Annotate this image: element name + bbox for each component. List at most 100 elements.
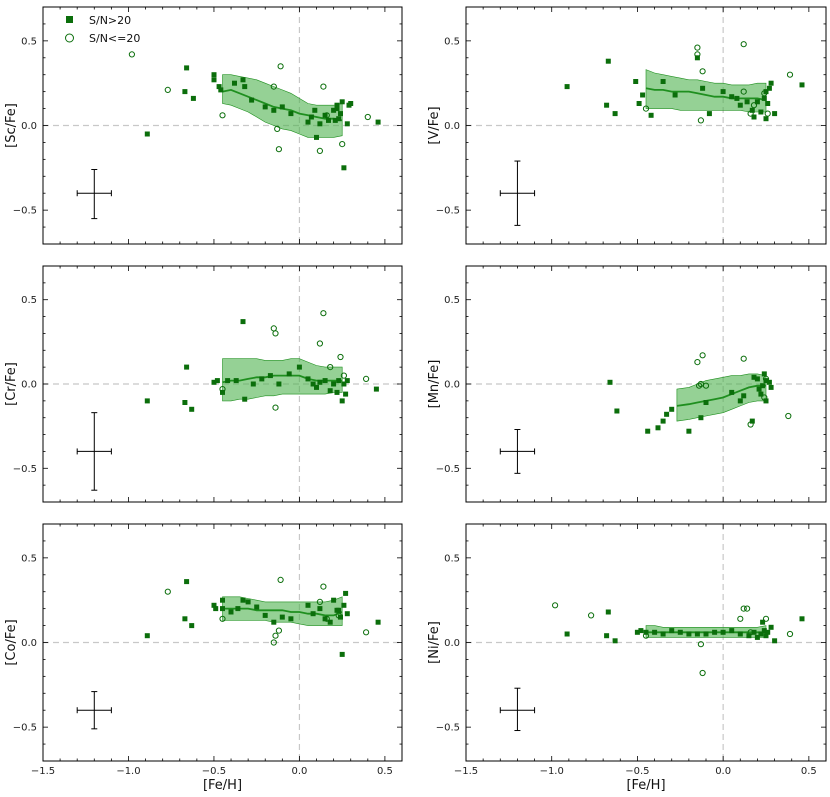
data-point-high-sn <box>184 364 190 370</box>
data-point-high-sn <box>604 102 610 108</box>
data-point-high-sn <box>669 406 675 412</box>
data-point-high-sn <box>271 619 277 625</box>
data-point-high-sn <box>327 619 333 625</box>
data-point-high-sn <box>766 379 772 385</box>
y-axis-label: [Sc/Fe] <box>4 103 19 148</box>
data-point-high-sn <box>343 590 349 596</box>
y-tick-label: 0.5 <box>444 36 460 47</box>
data-point-low-sn <box>337 353 344 361</box>
data-point-high-sn <box>772 111 778 117</box>
data-point-high-sn <box>211 77 217 83</box>
panel-nife: −0.5 0.0 0.5 −1.5 −1.0 −0.5 0.0 0.5 [Fe/H] [Ni/Fe… <box>427 523 827 793</box>
data-point-high-sn <box>312 107 318 113</box>
x-tick-label: −1.5 <box>31 766 55 777</box>
legend-marker-high-sn <box>66 16 73 23</box>
data-point-high-sn <box>331 107 337 113</box>
data-point-high-sn <box>341 165 347 171</box>
data-point-high-sn <box>249 97 255 103</box>
data-point-high-sn <box>339 651 345 657</box>
data-point-high-sn <box>322 378 328 384</box>
data-point-high-sn <box>305 376 311 382</box>
data-point-high-sn <box>334 102 340 108</box>
data-point-high-sn <box>634 629 640 635</box>
data-point-high-sn <box>336 607 342 613</box>
data-point-high-sn <box>341 381 347 387</box>
data-point-low-sn <box>747 421 754 428</box>
data-point-high-sn <box>660 79 666 84</box>
data-point-low-sn <box>274 125 281 132</box>
data-point-high-sn <box>737 631 743 637</box>
data-point-high-sn <box>254 604 260 610</box>
panel-mnfe: −0.5 0.0 0.5 [Mn/Fe] <box>427 265 827 503</box>
data-point-low-sn <box>588 612 595 619</box>
data-point-high-sn <box>763 116 769 122</box>
x-axis-label: [Fe/H] <box>203 778 242 793</box>
data-point-low-sn <box>316 598 323 606</box>
data-point-low-sn <box>164 86 171 94</box>
data-point-high-sn <box>700 85 706 91</box>
data-point-high-sn <box>262 612 268 618</box>
data-point-low-sn <box>272 330 279 337</box>
data-point-high-sn <box>614 408 620 414</box>
data-point-low-sn <box>128 51 135 58</box>
data-point-high-sn <box>677 629 683 635</box>
y-tick-label: 0.5 <box>21 553 37 564</box>
data-point-high-sn <box>758 391 764 397</box>
data-point-low-sn <box>694 51 701 58</box>
data-point-high-sn <box>308 114 314 120</box>
data-point-high-sn <box>768 80 774 86</box>
y-tick-label: 0.0 <box>21 380 37 391</box>
data-point-high-sn <box>729 94 735 100</box>
data-point-high-sn <box>344 611 350 617</box>
data-point-high-sn <box>240 597 246 603</box>
data-point-low-sn <box>323 615 330 622</box>
data-point-high-sn <box>184 579 190 585</box>
data-point-high-sn <box>344 121 350 127</box>
data-point-high-sn <box>182 400 188 405</box>
data-point-high-sn <box>373 386 379 392</box>
data-point-high-sn <box>343 391 349 397</box>
data-point-high-sn <box>220 389 225 395</box>
data-point-low-sn <box>747 110 754 117</box>
data-point-high-sn <box>633 79 639 84</box>
data-point-low-sn <box>316 340 323 347</box>
data-point-high-sn <box>211 379 217 385</box>
data-point-high-sn <box>218 87 224 93</box>
data-point-high-sn <box>703 400 709 405</box>
data-point-high-sn <box>232 80 237 86</box>
data-point-low-sn <box>699 68 706 75</box>
data-point-high-sn <box>216 84 222 90</box>
data-point-high-sn <box>250 381 256 387</box>
y-axis-label: [V/Fe] <box>427 106 442 144</box>
data-point-high-sn <box>698 415 704 421</box>
data-point-high-sn <box>189 406 195 412</box>
data-point-high-sn <box>326 117 331 123</box>
data-point-low-sn <box>744 605 751 612</box>
data-point-high-sn <box>144 633 150 639</box>
y-tick-label: −0.5 <box>13 723 37 734</box>
data-point-low-sn <box>702 382 710 389</box>
data-point-high-sn <box>754 99 760 105</box>
x-tick-label: −1.5 <box>454 766 478 777</box>
data-point-high-sn <box>288 111 294 117</box>
x-tick-label: 0.5 <box>377 766 393 777</box>
data-point-high-sn <box>331 597 337 603</box>
data-point-high-sn <box>694 631 700 637</box>
data-point-low-sn <box>364 113 371 121</box>
data-point-high-sn <box>259 376 265 382</box>
data-point-high-sn <box>317 379 323 385</box>
data-point-high-sn <box>334 106 340 112</box>
y-tick-label: −0.5 <box>13 206 37 217</box>
data-point-high-sn <box>211 72 217 78</box>
data-point-high-sn <box>751 629 757 635</box>
data-point-high-sn <box>605 609 611 615</box>
data-point-high-sn <box>652 629 658 635</box>
panel-scfe: −0.5 0.0 0.5 [Sc/Fe] <box>4 6 403 245</box>
y-tick-label: 0.5 <box>21 295 37 306</box>
x-tick-label: 0.0 <box>715 766 731 777</box>
data-point-high-sn <box>751 374 757 380</box>
data-point-low-sn <box>785 412 792 420</box>
data-point-high-sn <box>734 95 740 101</box>
data-point-low-sn <box>219 386 226 393</box>
data-point-low-sn <box>275 146 282 153</box>
